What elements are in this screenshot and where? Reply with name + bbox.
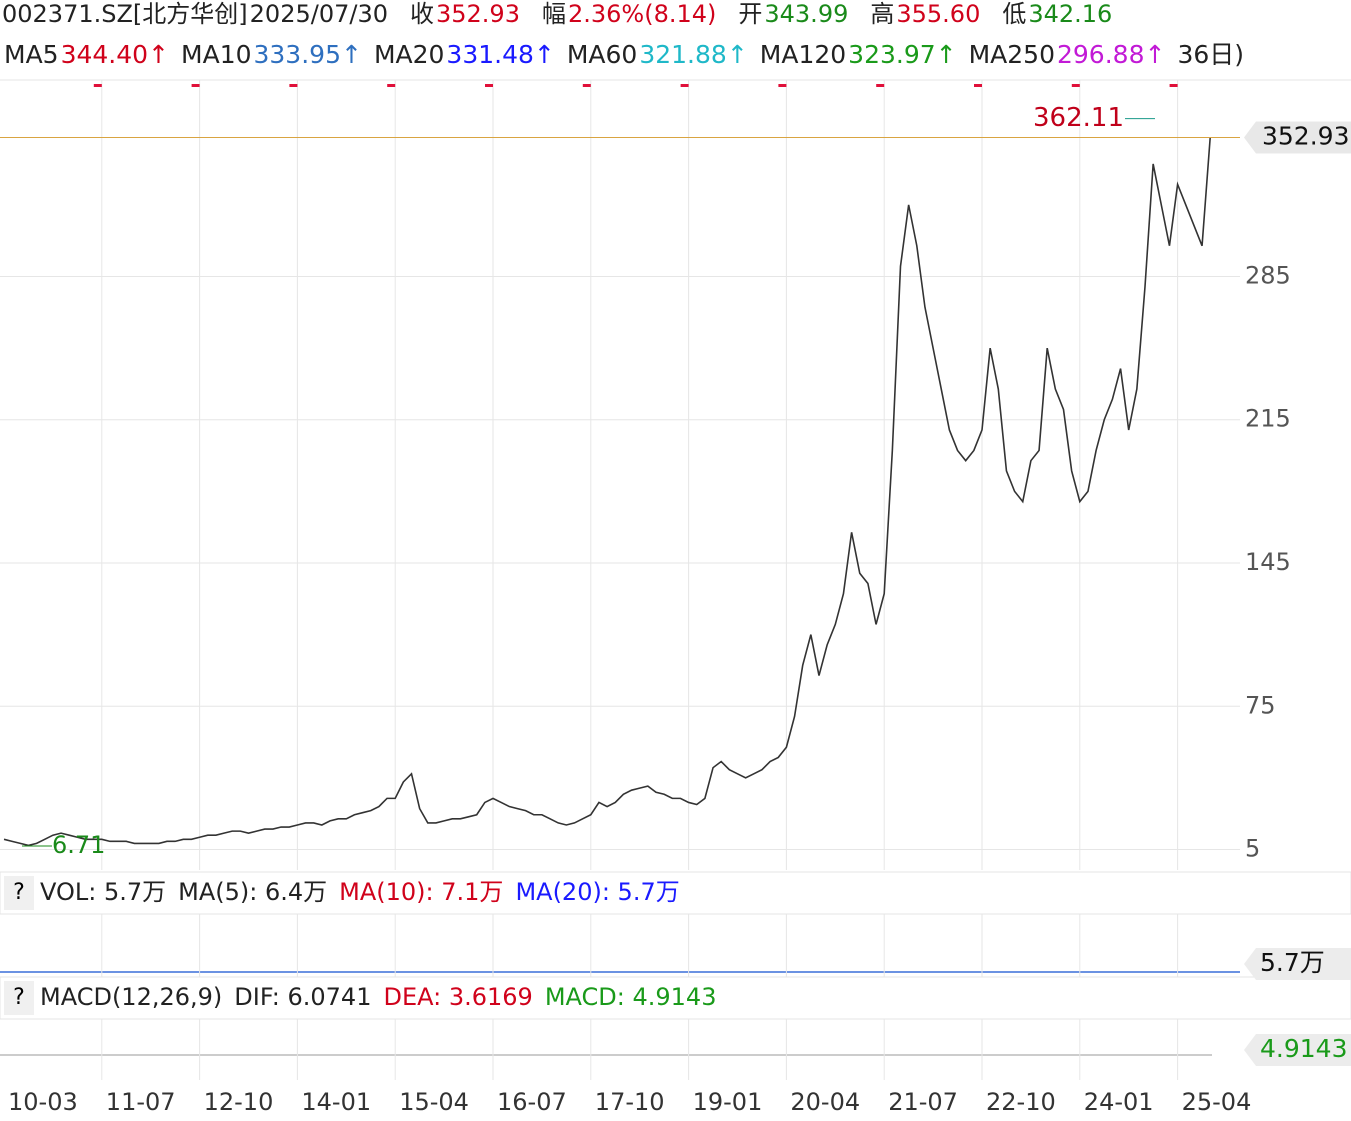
signal-marker bbox=[289, 84, 298, 87]
x-tick-label: 12-10 bbox=[204, 1088, 274, 1116]
legend-text: 343.99 bbox=[764, 0, 848, 28]
x-tick-label: 14-01 bbox=[301, 1088, 371, 1116]
x-tick-label: 16-07 bbox=[497, 1088, 567, 1116]
y-tick-label: 145 bbox=[1245, 548, 1291, 576]
legend-text: MA(5): 6.4万 bbox=[178, 878, 327, 906]
legend-text: 2025/07/30 bbox=[250, 0, 388, 28]
signal-marker bbox=[680, 84, 689, 87]
x-tick-label: 15-04 bbox=[399, 1088, 469, 1116]
legend-text: 低 bbox=[1002, 0, 1026, 28]
legend-text: MACD: 4.9143 bbox=[545, 983, 717, 1011]
legend-text: MACD(12,26,9) bbox=[40, 983, 222, 1011]
legend-text: MA(10): 7.1万 bbox=[339, 878, 503, 906]
legend-text: MA20 bbox=[374, 40, 444, 69]
x-tick-label: 21-07 bbox=[888, 1088, 958, 1116]
x-tick-label: 10-03 bbox=[8, 1088, 78, 1116]
legend-text: MA10 bbox=[181, 40, 251, 69]
y-tick-label: 5 bbox=[1245, 835, 1260, 863]
macd-header bbox=[0, 976, 1351, 1020]
legend-text: 352.93 bbox=[436, 0, 520, 28]
legend-text: 开 bbox=[738, 0, 762, 28]
signal-marker bbox=[876, 84, 885, 87]
legend-text: 2.36%(8.14) bbox=[568, 0, 716, 28]
x-tick-label: 11-07 bbox=[106, 1088, 176, 1116]
legend-text: MA120 bbox=[760, 40, 846, 69]
legend-text: 收 bbox=[410, 0, 434, 28]
x-tick-label: 19-01 bbox=[693, 1088, 763, 1116]
x-tick-label: 25-04 bbox=[1182, 1088, 1252, 1116]
legend-text: 355.60 bbox=[896, 0, 980, 28]
signal-marker bbox=[485, 84, 493, 87]
legend-text: 296.88↑ bbox=[1057, 40, 1165, 69]
price-tag-text: 352.93 bbox=[1262, 121, 1349, 150]
legend-text: 321.88↑ bbox=[639, 40, 747, 69]
legend-text: VOL: 5.7万 bbox=[40, 878, 166, 906]
legend-text: 36日) bbox=[1177, 40, 1244, 69]
signal-marker bbox=[191, 84, 200, 87]
legend-text: 高 bbox=[870, 0, 894, 28]
help-button[interactable] bbox=[4, 981, 34, 1015]
vol-header bbox=[0, 871, 1351, 915]
panel-tag bbox=[1244, 948, 1351, 980]
legend-text: 333.95↑ bbox=[254, 40, 362, 69]
y-tick-label: 215 bbox=[1245, 405, 1291, 433]
price-line bbox=[3, 137, 1211, 847]
legend-text: 342.16 bbox=[1028, 0, 1112, 28]
signal-marker bbox=[1169, 84, 1178, 87]
price-tag bbox=[1244, 121, 1351, 154]
panel-tag-text: 4.9143 bbox=[1260, 1034, 1347, 1063]
legend-text: DIF: 6.0741 bbox=[234, 983, 371, 1011]
signal-marker bbox=[582, 84, 591, 87]
signal-marker bbox=[93, 84, 102, 87]
signal-marker bbox=[778, 84, 787, 87]
panel-tag bbox=[1244, 1034, 1351, 1066]
x-tick-label: 20-04 bbox=[790, 1088, 860, 1116]
help-icon: ? bbox=[13, 985, 25, 1010]
legend-text: 344.40↑ bbox=[61, 40, 169, 69]
legend-text: 331.48↑ bbox=[446, 40, 554, 69]
x-tick-label: 22-10 bbox=[986, 1088, 1056, 1116]
y-tick-label: 75 bbox=[1245, 691, 1276, 719]
x-tick-label: 24-01 bbox=[1084, 1088, 1154, 1116]
legend-text: MA250 bbox=[969, 40, 1055, 69]
legend-text: 002371.SZ[北方华创] bbox=[2, 0, 248, 28]
signal-marker bbox=[1071, 84, 1080, 87]
signal-marker bbox=[387, 84, 396, 87]
legend-text: DEA: 3.6169 bbox=[383, 983, 532, 1011]
signal-marker bbox=[974, 84, 982, 87]
legend-text: MA60 bbox=[567, 40, 637, 69]
help-icon: ? bbox=[13, 880, 25, 905]
help-button[interactable] bbox=[4, 876, 34, 910]
legend-text: MA5 bbox=[4, 40, 59, 69]
x-tick-label: 17-10 bbox=[595, 1088, 665, 1116]
legend-text: 幅 bbox=[542, 0, 566, 28]
panel-tag-text: 5.7万 bbox=[1260, 948, 1325, 977]
y-tick-label: 285 bbox=[1245, 261, 1291, 289]
legend-text: MA(20): 5.7万 bbox=[515, 878, 679, 906]
max-label: 362.11 bbox=[1033, 103, 1124, 133]
legend-text: 323.97↑ bbox=[848, 40, 956, 69]
min-label: 6.71 bbox=[52, 831, 105, 859]
